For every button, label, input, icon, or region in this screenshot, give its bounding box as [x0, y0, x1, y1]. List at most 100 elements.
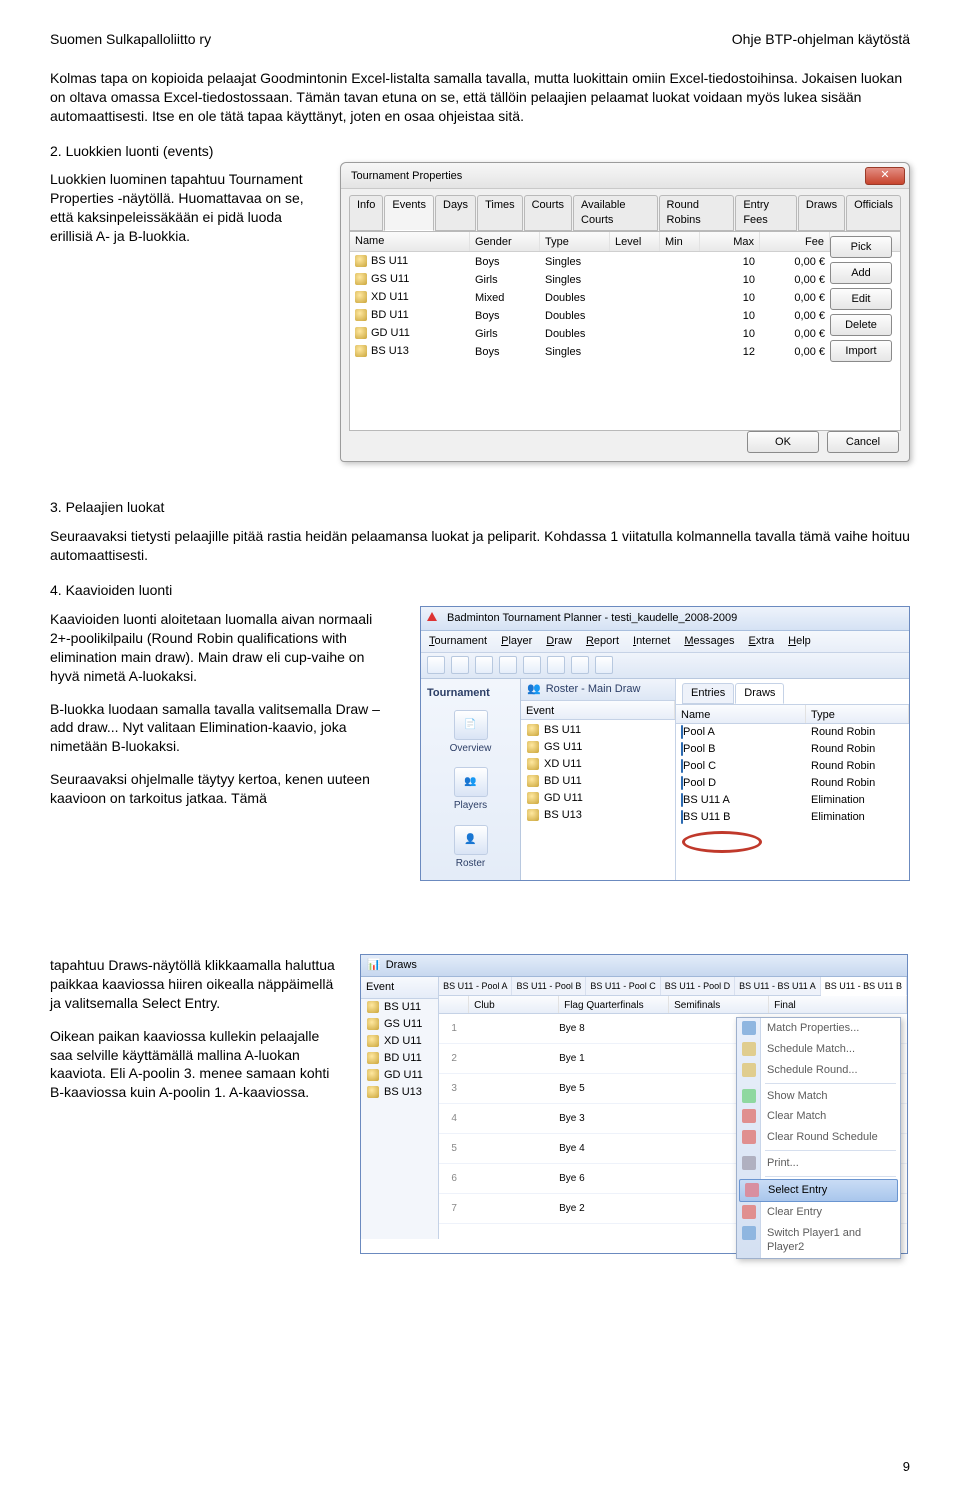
- col-name[interactable]: Name: [676, 705, 806, 723]
- toolbar-icon[interactable]: [499, 656, 517, 674]
- menu-tournament[interactable]: Tournament: [429, 634, 487, 649]
- toolbar-icon[interactable]: [451, 656, 469, 674]
- close-icon[interactable]: ✕: [865, 167, 905, 185]
- menu-item-schedule-match-[interactable]: Schedule Match...: [737, 1039, 900, 1060]
- toolbar-icon[interactable]: [427, 656, 445, 674]
- menu-item-clear-match[interactable]: Clear Match: [737, 1106, 900, 1127]
- cup-icon: [527, 775, 539, 787]
- menu-icon: [745, 1183, 759, 1197]
- event-item[interactable]: BS U13: [521, 807, 675, 824]
- draw-tab[interactable]: BS U11 - Pool A: [439, 977, 512, 995]
- menu-player[interactable]: Player: [501, 634, 532, 649]
- table-row[interactable]: XD U11 MixedDoubles 100,00 €: [350, 288, 900, 306]
- menu-internet[interactable]: Internet: [633, 634, 670, 649]
- tab-days[interactable]: Days: [435, 195, 476, 231]
- nav-players[interactable]: 👥 Players: [421, 761, 520, 819]
- col-type[interactable]: Type: [540, 232, 610, 251]
- event-item[interactable]: BS U11: [521, 722, 675, 739]
- menu-draw[interactable]: Draw: [546, 634, 572, 649]
- tab-officials[interactable]: Officials: [846, 195, 901, 231]
- col-type[interactable]: Type: [806, 705, 909, 723]
- toolbar-icon[interactable]: [571, 656, 589, 674]
- event-item[interactable]: GS U11: [361, 1016, 438, 1033]
- tab-draws[interactable]: Draws: [798, 195, 845, 231]
- col-name[interactable]: Name: [350, 232, 470, 251]
- event-item[interactable]: XD U11: [521, 756, 675, 773]
- col-max[interactable]: Max: [700, 232, 760, 251]
- event-item[interactable]: GD U11: [521, 790, 675, 807]
- event-item[interactable]: BD U11: [361, 1050, 438, 1067]
- draw-row[interactable]: BS U11 BElimination: [676, 809, 909, 826]
- menu-messages[interactable]: Messages: [684, 634, 734, 649]
- tab-courts[interactable]: Courts: [524, 195, 572, 231]
- tab-times[interactable]: Times: [477, 195, 523, 231]
- menu-item-clear-round-schedule[interactable]: Clear Round Schedule: [737, 1127, 900, 1148]
- draws-title: Draws: [386, 958, 417, 973]
- col-gender[interactable]: Gender: [470, 232, 540, 251]
- menu-item-show-match[interactable]: Show Match: [737, 1086, 900, 1107]
- delete-button[interactable]: Delete: [830, 314, 892, 336]
- col-min[interactable]: Min: [660, 232, 700, 251]
- menu-item-select-entry[interactable]: Select Entry: [739, 1179, 898, 1202]
- draw-tab[interactable]: BS U11 - BS U11 B: [821, 977, 907, 996]
- col-quarterfinals[interactable]: Flag Quarterfinals: [559, 996, 669, 1013]
- tab-events[interactable]: Events: [384, 195, 434, 231]
- menu-help[interactable]: Help: [788, 634, 811, 649]
- toolbar-icon[interactable]: [523, 656, 541, 674]
- table-row[interactable]: GS U11 GirlsSingles 100,00 €: [350, 270, 900, 288]
- ok-button[interactable]: OK: [747, 431, 819, 453]
- draw-tab[interactable]: BS U11 - BS U11 A: [735, 977, 821, 995]
- menu-extra[interactable]: Extra: [748, 634, 774, 649]
- tab-round-robins[interactable]: Round Robins: [659, 195, 735, 231]
- table-row[interactable]: GD U11 GirlsDoubles 100,00 €: [350, 324, 900, 342]
- menu-item-match-properties-[interactable]: Match Properties...: [737, 1018, 900, 1039]
- cup-icon: [355, 327, 367, 339]
- edit-button[interactable]: Edit: [830, 288, 892, 310]
- menu-item-schedule-round-[interactable]: Schedule Round...: [737, 1060, 900, 1081]
- nav-overview[interactable]: 📄 Overview: [421, 704, 520, 762]
- import-button[interactable]: Import: [830, 340, 892, 362]
- draw-tab[interactable]: BS U11 - Pool D: [661, 977, 735, 995]
- menu-item-print-[interactable]: Print...: [737, 1153, 900, 1174]
- col-semifinals[interactable]: Semifinals: [669, 996, 769, 1013]
- cup-icon: [367, 1086, 379, 1098]
- nav-roster[interactable]: 👤 Roster: [421, 819, 520, 877]
- cup-icon: [367, 1001, 379, 1013]
- table-row[interactable]: BS U11 BoysSingles 100,00 €: [350, 252, 900, 270]
- annotation-circle: [682, 831, 762, 853]
- event-item[interactable]: BS U13: [361, 1084, 438, 1101]
- tab-entry-fees[interactable]: Entry Fees: [735, 195, 797, 231]
- add-button[interactable]: Add: [830, 262, 892, 284]
- col-fee[interactable]: Fee: [760, 232, 830, 251]
- menu-icon: [742, 1109, 756, 1123]
- col-club[interactable]: Club: [469, 996, 559, 1013]
- menu-item-switch-player1-and-player2[interactable]: Switch Player1 and Player2: [737, 1223, 900, 1259]
- table-row[interactable]: BD U11 BoysDoubles 100,00 €: [350, 306, 900, 324]
- draw-tab[interactable]: BS U11 - Pool C: [586, 977, 660, 995]
- col-event[interactable]: Event: [521, 701, 675, 719]
- event-item[interactable]: XD U11: [361, 1033, 438, 1050]
- event-item[interactable]: GD U11: [361, 1067, 438, 1084]
- tab-draws[interactable]: Draws: [735, 683, 784, 704]
- menu-item-clear-entry[interactable]: Clear Entry: [737, 1202, 900, 1223]
- col-final[interactable]: Final: [769, 996, 907, 1013]
- draw-tab[interactable]: BS U11 - Pool B: [512, 977, 586, 995]
- toolbar-icon[interactable]: [595, 656, 613, 674]
- event-item[interactable]: BS U11: [361, 999, 438, 1016]
- dialog-title: Tournament Properties: [351, 169, 462, 184]
- tab-entries[interactable]: Entries: [682, 683, 734, 704]
- pick-button[interactable]: Pick: [830, 236, 892, 258]
- toolbar-icon[interactable]: [547, 656, 565, 674]
- toolbar-icon[interactable]: [475, 656, 493, 674]
- event-item[interactable]: BD U11: [521, 773, 675, 790]
- event-item[interactable]: GS U11: [521, 739, 675, 756]
- players-icon: 👥: [454, 767, 488, 797]
- menu-report[interactable]: Report: [586, 634, 619, 649]
- cancel-button[interactable]: Cancel: [827, 431, 899, 453]
- table-row[interactable]: BS U13 BoysSingles 120,00 €: [350, 342, 900, 360]
- col-event[interactable]: Event: [361, 977, 438, 999]
- tab-available-courts[interactable]: Available Courts: [573, 195, 658, 231]
- tab-info[interactable]: Info: [349, 195, 383, 231]
- app-title: Badminton Tournament Planner - testi_kau…: [447, 611, 737, 626]
- col-level[interactable]: Level: [610, 232, 660, 251]
